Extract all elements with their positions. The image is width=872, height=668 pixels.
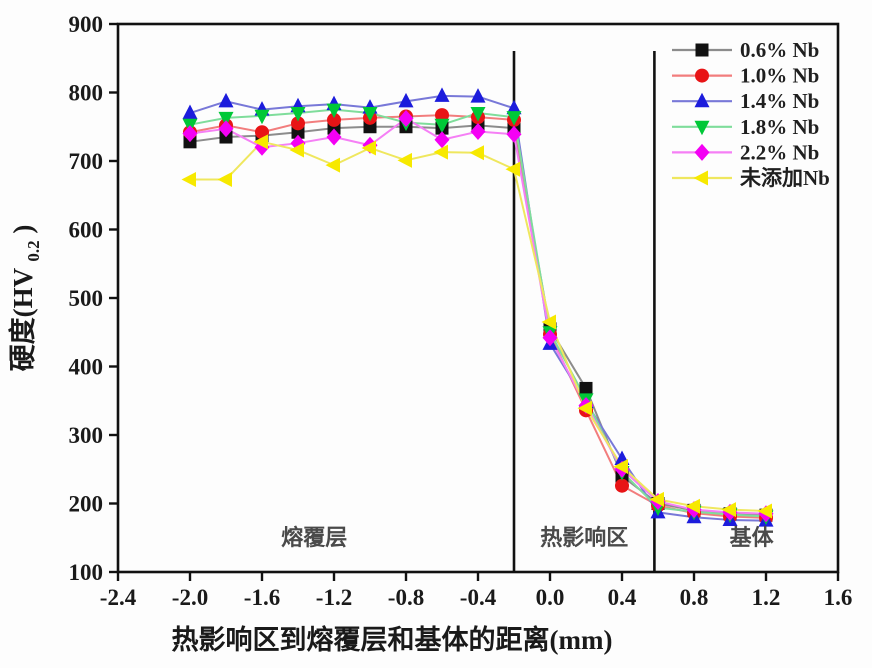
series-line-1: [189, 124, 767, 517]
data-point: [433, 144, 448, 160]
data-point: [506, 111, 522, 126]
y-tick-label: 700: [69, 149, 104, 174]
legend-marker: [694, 92, 710, 108]
legend-label: 2.2% Nb: [740, 140, 819, 164]
data-point: [181, 171, 196, 187]
data-point: [326, 128, 342, 146]
legend-marker: [695, 68, 709, 83]
data-point: [470, 123, 486, 141]
data-point: [470, 88, 486, 103]
series-line-6: [190, 140, 767, 513]
data-point: [613, 459, 628, 475]
data-point: [182, 104, 198, 120]
data-point: [361, 140, 376, 156]
data-point: [434, 131, 450, 149]
legend-label: 1.4% Nb: [740, 89, 819, 113]
data-point: [649, 491, 664, 507]
x-tick-label: 0.8: [680, 585, 709, 610]
data-point: [326, 103, 342, 119]
x-axis-title: 热影响区到熔覆层和基体的距离(mm): [172, 624, 613, 655]
y-tick-label: 900: [69, 12, 104, 37]
data-point: [541, 314, 556, 330]
data-point: [325, 157, 340, 173]
x-tick-label: -0.8: [388, 585, 424, 610]
y-tick-label: 300: [69, 423, 104, 448]
x-tick-label: -0.4: [460, 585, 497, 610]
data-point: [435, 108, 449, 123]
legend-marker: [694, 143, 710, 161]
y-tick-label: 400: [69, 355, 104, 380]
data-point: [434, 87, 450, 102]
legend-label: 0.6% Nb: [740, 38, 819, 62]
data-point: [757, 503, 772, 519]
data-point: [685, 498, 700, 514]
data-point: [254, 109, 270, 125]
data-point: [398, 110, 414, 128]
legend-label: 1.8% Nb: [740, 115, 819, 139]
data-point: [289, 142, 304, 158]
data-point: [615, 478, 629, 493]
series-line-2: [189, 114, 767, 519]
data-point: [506, 99, 522, 115]
series-markers-6: [181, 134, 772, 519]
data-point: [398, 92, 414, 108]
region-label-2: 热影响区: [540, 525, 628, 550]
series-markers-2: [183, 108, 773, 525]
y-tick-label: 800: [69, 81, 104, 106]
data-point: [218, 111, 234, 127]
data-point: [577, 400, 592, 416]
data-point: [579, 381, 593, 395]
data-point: [542, 329, 558, 347]
x-tick-label: 0.4: [608, 585, 637, 610]
x-tick-label: -2.0: [172, 585, 208, 610]
y-tick-label: 600: [69, 218, 104, 243]
data-point: [217, 171, 232, 187]
data-point: [291, 116, 305, 131]
data-point: [505, 161, 520, 177]
y-axis-title-subscript: 0.2: [24, 240, 43, 261]
region-label-3: 基体: [730, 525, 775, 550]
data-point: [362, 107, 378, 122]
data-point: [470, 107, 486, 122]
data-point: [506, 125, 522, 143]
data-point: [218, 92, 234, 108]
legend-label: 未添加Nb: [740, 166, 830, 190]
series-markers-4: [182, 103, 774, 526]
x-tick-label: 1.6: [824, 585, 853, 610]
data-point: [182, 125, 198, 143]
data-point: [397, 152, 412, 168]
legend-marker: [693, 170, 708, 186]
y-axis-title: 硬度(HV 0.2 ): [7, 225, 45, 372]
x-tick-label: 0.0: [536, 585, 565, 610]
legend-marker: [695, 43, 709, 57]
series-markers-5: [182, 110, 774, 523]
legend-marker: [694, 120, 710, 136]
legend-label: 1.0% Nb: [740, 64, 819, 88]
data-point: [290, 107, 306, 122]
data-point: [218, 120, 234, 138]
series-markers-1: [183, 118, 773, 522]
data-point: [253, 134, 268, 150]
y-tick-label: 500: [69, 286, 104, 311]
y-tick-label: 100: [69, 560, 104, 585]
x-tick-label: -1.2: [316, 585, 352, 610]
y-tick-label: 200: [69, 492, 104, 517]
region-label-1: 熔覆层: [281, 525, 347, 550]
data-point: [721, 502, 736, 518]
data-point: [469, 145, 484, 161]
x-tick-label: 1.2: [752, 585, 781, 610]
x-tick-label: -1.6: [244, 585, 280, 610]
data-point: [327, 112, 341, 127]
y-axis-title-end: ): [8, 225, 38, 234]
series-line-4: [189, 108, 767, 518]
series-line-3: [189, 94, 767, 522]
data-point: [434, 118, 450, 134]
x-tick-label: -2.4: [100, 585, 137, 610]
y-axis-title-main: 硬度(HV: [7, 267, 38, 371]
